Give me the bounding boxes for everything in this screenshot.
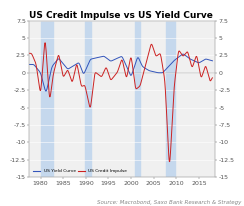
Legend: US Yield Curve, US Credit Impulse: US Yield Curve, US Credit Impulse <box>31 167 129 175</box>
Text: US Credit Impulse vs US Yield Curve: US Credit Impulse vs US Yield Curve <box>29 11 213 20</box>
Bar <box>41 21 53 177</box>
Bar <box>85 21 91 177</box>
Bar <box>166 21 175 177</box>
Text: Source: Macrobond, Saxo Bank Research & Strategy: Source: Macrobond, Saxo Bank Research & … <box>97 200 242 205</box>
Bar <box>135 21 140 177</box>
